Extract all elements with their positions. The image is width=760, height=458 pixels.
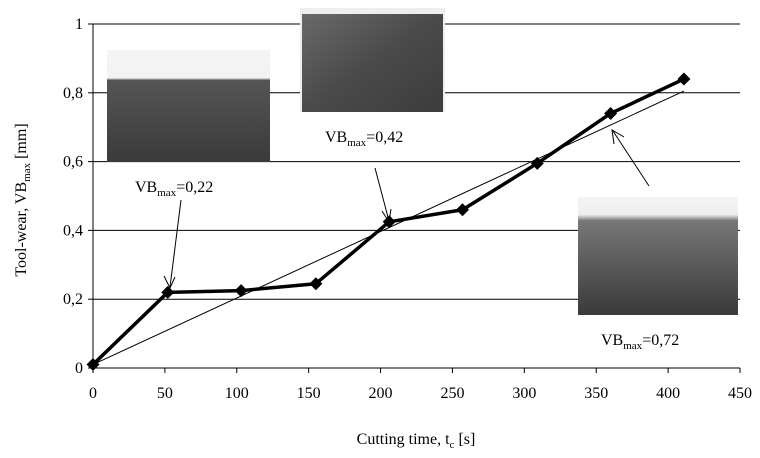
- arrows: [163, 129, 650, 290]
- tool-photo: [107, 50, 270, 162]
- data-point: [530, 156, 544, 170]
- data-point: [677, 72, 691, 86]
- data-point: [234, 284, 248, 298]
- x-tick-label: 150: [297, 385, 321, 402]
- y-axis-label-sub: max: [21, 162, 33, 181]
- x-tick-label: 350: [584, 385, 608, 402]
- data-point: [309, 277, 323, 291]
- x-tick-label: 450: [728, 385, 752, 402]
- x-tick-label: 100: [225, 385, 249, 402]
- y-tick-label: 0,2: [63, 291, 83, 308]
- data-point: [382, 215, 396, 229]
- x-axis-label-main: Cutting time, t: [357, 431, 450, 448]
- data-point: [161, 285, 175, 299]
- x-tick-label: 250: [440, 385, 464, 402]
- x-tick-label: 50: [157, 385, 173, 402]
- annotation: VBmax=0,22: [135, 179, 213, 199]
- annotation-main: VB: [601, 332, 623, 349]
- annotation-rest: =0,72: [642, 332, 679, 349]
- annotation-main: VB: [325, 129, 347, 146]
- x-tick-label: 0: [89, 385, 97, 402]
- x-axis-label-sub: c: [450, 439, 455, 451]
- y-axis-label: Tool-wear, VBmax [mm]: [13, 123, 33, 276]
- annotation-rest: =0,42: [366, 129, 403, 146]
- annotation-sub: max: [157, 187, 176, 199]
- x-axis-label: Cutting time, tc [s]: [357, 431, 476, 451]
- tool-photo: [578, 197, 738, 315]
- y-tick-label: 1: [75, 16, 83, 33]
- x-axis-label-rest: [s]: [454, 431, 475, 448]
- y-tick-label: 0: [75, 360, 83, 377]
- annotation: VBmax=0,42: [325, 129, 403, 149]
- tool-photo: [302, 14, 443, 112]
- annotation: VBmax=0,72: [601, 332, 679, 352]
- y-axis-label-main: Tool-wear, VB: [13, 182, 30, 277]
- x-tick-label: 300: [512, 385, 536, 402]
- y-tick-label: 0,4: [63, 222, 83, 239]
- annotation-main: VB: [135, 179, 157, 196]
- annotation-sub: max: [623, 340, 642, 352]
- data-point: [456, 203, 470, 217]
- y-tick-label: 0,6: [63, 154, 83, 171]
- x-tick-label: 200: [369, 385, 393, 402]
- trend-line: [92, 90, 685, 366]
- annotation-sub: max: [347, 137, 366, 149]
- data-point: [604, 106, 618, 120]
- x-tick-label: 400: [656, 385, 680, 402]
- y-axis-label-rest: [mm]: [13, 123, 30, 163]
- annotation-rest: =0,22: [176, 179, 213, 196]
- y-tick-label: 0,8: [63, 85, 83, 102]
